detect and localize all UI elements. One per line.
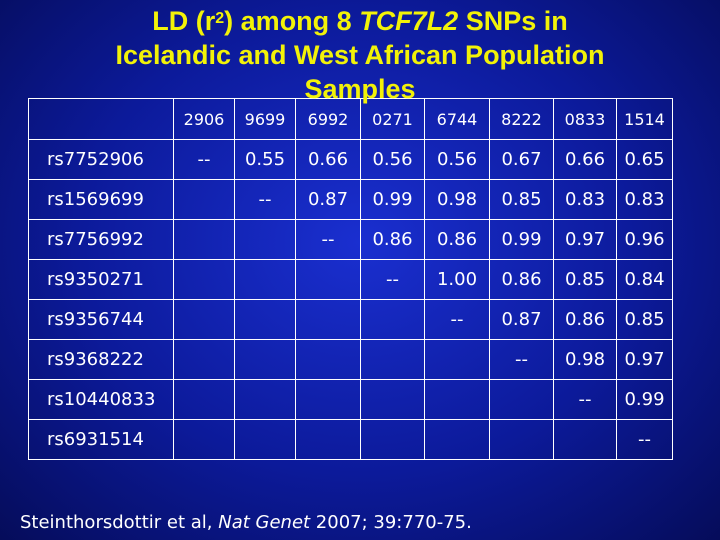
snp-label: rs7756992 [28, 219, 174, 260]
ld-value-cell: 0.99 [489, 219, 554, 260]
ld-value-cell: 0.84 [616, 259, 673, 300]
ld-value-cell [424, 379, 490, 420]
snp-label: rs7752906 [28, 139, 174, 180]
ld-value-cell: 0.86 [489, 259, 554, 300]
table-row: rs6931514 -- [28, 419, 673, 460]
ld-value-cell: 0.66 [553, 139, 617, 180]
ld-value-cell: -- [234, 179, 296, 220]
snp-label: rs10440833 [28, 379, 174, 420]
ld-value-cell [173, 379, 235, 420]
ld-value-cell [234, 339, 296, 380]
ld-value-cell [295, 299, 361, 340]
ld-value-cell [489, 419, 554, 460]
ld-value-cell: -- [424, 299, 490, 340]
ld-value-cell: -- [616, 419, 673, 460]
table-row: rs9350271 -- 1.00 0.86 0.85 0.84 [28, 259, 673, 300]
ld-value-cell [424, 339, 490, 380]
ld-value-cell [295, 419, 361, 460]
table-row: rs9368222 -- 0.98 0.97 [28, 339, 673, 380]
ld-value-cell [295, 379, 361, 420]
ld-value-cell [360, 419, 425, 460]
ld-value-cell: 0.98 [553, 339, 617, 380]
ld-value-cell [234, 379, 296, 420]
ld-matrix-table: 2906 9699 6992 0271 6744 8222 0833 1514 rs775290… [28, 98, 673, 460]
ld-value-cell [424, 419, 490, 460]
ld-value-cell: 0.65 [616, 139, 673, 180]
table-row: rs7752906 -- 0.55 0.66 0.56 0.56 0.67 0.66 0.65 [28, 139, 673, 180]
ld-value-cell [489, 379, 554, 420]
ld-value-cell: -- [173, 139, 235, 180]
ld-value-cell [234, 259, 296, 300]
ld-value-cell [234, 219, 296, 260]
ld-value-cell [173, 339, 235, 380]
ld-value-cell: 0.87 [295, 179, 361, 220]
table-row: rs9356744 -- 0.87 0.86 0.85 [28, 299, 673, 340]
snp-label: rs9368222 [28, 339, 174, 380]
title-line-3: Samples [304, 74, 416, 104]
ld-value-cell: 0.86 [424, 219, 490, 260]
ld-value-cell [234, 419, 296, 460]
ld-value-cell [173, 299, 235, 340]
ld-value-cell: 0.86 [360, 219, 425, 260]
ld-value-cell: 0.83 [553, 179, 617, 220]
ld-value-cell [360, 379, 425, 420]
ld-value-cell: 0.66 [295, 139, 361, 180]
ld-value-cell: 0.97 [616, 339, 673, 380]
table-row: rs1569699 -- 0.87 0.99 0.98 0.85 0.83 0.83 [28, 179, 673, 220]
ld-value-cell: 0.55 [234, 139, 296, 180]
slide-title: LD (r2) among 8 TCF7L2 SNPs in Icelandic… [0, 4, 720, 106]
title-line-2: Icelandic and West African Population [115, 40, 605, 70]
snp-label: rs9356744 [28, 299, 174, 340]
ld-value-cell: 0.99 [616, 379, 673, 420]
title-line-1: LD (r2) among 8 TCF7L2 SNPs in [152, 6, 568, 36]
ld-value-cell: 0.99 [360, 179, 425, 220]
ld-value-cell: 0.98 [424, 179, 490, 220]
snp-label: rs1569699 [28, 179, 174, 220]
journal-name: Nat Genet [218, 512, 311, 533]
ld-value-cell: 0.56 [360, 139, 425, 180]
ld-value-cell: -- [295, 219, 361, 260]
ld-value-cell: 0.85 [616, 299, 673, 340]
ld-value-cell: 0.86 [553, 299, 617, 340]
ld-value-cell [295, 339, 361, 380]
citation: Steinthorsdottir et al, Nat Genet 2007; … [20, 512, 472, 533]
ld-value-cell [173, 259, 235, 300]
ld-value-cell: 0.85 [489, 179, 554, 220]
column-header: 1514 [616, 98, 673, 140]
ld-value-cell: 0.67 [489, 139, 554, 180]
table-row: rs10440833 -- 0.99 [28, 379, 673, 420]
ld-value-cell [360, 339, 425, 380]
ld-value-cell: 0.97 [553, 219, 617, 260]
header-row: 2906 9699 6992 0271 6744 8222 0833 1514 [28, 98, 673, 140]
ld-value-cell: -- [360, 259, 425, 300]
ld-value-cell: 1.00 [424, 259, 490, 300]
ld-value-cell [360, 299, 425, 340]
ld-value-cell [553, 419, 617, 460]
ld-value-cell [234, 299, 296, 340]
ld-value-cell: 0.96 [616, 219, 673, 260]
column-header: 6992 [295, 98, 361, 140]
table-row: rs7756992 -- 0.86 0.86 0.99 0.97 0.96 [28, 219, 673, 260]
ld-value-cell [173, 179, 235, 220]
gene-name: TCF7L2 [359, 6, 459, 36]
snp-label: rs9350271 [28, 259, 174, 300]
ld-value-cell [173, 219, 235, 260]
ld-value-cell: 0.83 [616, 179, 673, 220]
column-header: 8222 [489, 98, 554, 140]
ld-value-cell: -- [553, 379, 617, 420]
ld-value-cell [173, 419, 235, 460]
ld-value-cell: 0.85 [553, 259, 617, 300]
snp-label: rs6931514 [28, 419, 174, 460]
ld-value-cell: 0.87 [489, 299, 554, 340]
ld-value-cell: 0.56 [424, 139, 490, 180]
ld-value-cell [295, 259, 361, 300]
ld-value-cell: -- [489, 339, 554, 380]
